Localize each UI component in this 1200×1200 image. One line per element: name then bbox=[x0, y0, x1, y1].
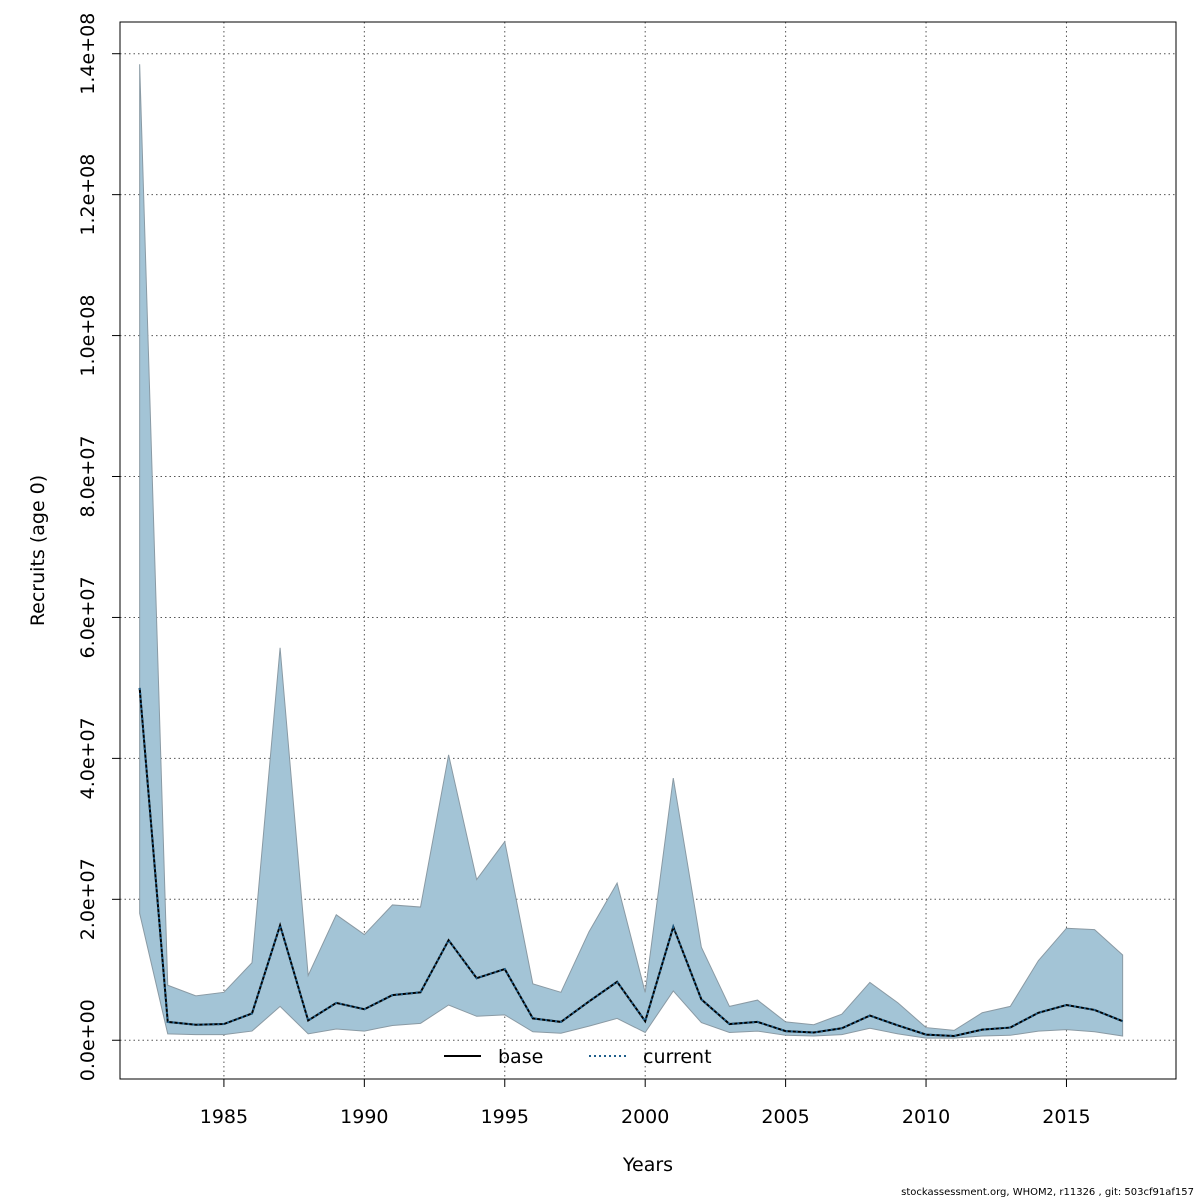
y-tick-label: 1.2e+08 bbox=[77, 154, 99, 236]
x-tick-label: 2015 bbox=[1042, 1106, 1090, 1128]
x-tick-label: 2000 bbox=[621, 1106, 669, 1128]
y-tick-label: 6.0e+07 bbox=[77, 576, 99, 658]
x-axis-title: Years bbox=[622, 1154, 673, 1176]
x-tick-label: 2010 bbox=[902, 1106, 950, 1128]
series-line-current bbox=[138, 687, 1124, 1038]
y-tick-label: 4.0e+07 bbox=[77, 717, 99, 799]
x-tick-label: 1995 bbox=[481, 1106, 529, 1128]
y-tick-label: 8.0e+07 bbox=[77, 436, 99, 518]
y-tick-label: 2.0e+07 bbox=[77, 858, 99, 940]
y-axis-title: Recruits (age 0) bbox=[27, 475, 49, 626]
plot-frame bbox=[119, 21, 1177, 1080]
legend-label-current: current bbox=[643, 1046, 712, 1068]
x-tick-label: 2005 bbox=[761, 1106, 809, 1128]
legend: base current bbox=[444, 1046, 712, 1068]
legend-label-base: base bbox=[498, 1046, 543, 1068]
y-tick-label: 1.4e+08 bbox=[77, 13, 99, 95]
x-tick-label: 1990 bbox=[340, 1106, 388, 1128]
axes: 1985 1990 1995 2000 2005 2010 2015 0.0e+00 2.0e+… bbox=[77, 13, 1091, 1128]
x-tick-label: 1985 bbox=[200, 1106, 248, 1128]
y-tick-label: 1.0e+08 bbox=[77, 295, 99, 377]
footer-note: stockassessment.org, WHOM2, r11326 , git… bbox=[901, 1187, 1194, 1198]
confidence-band bbox=[139, 64, 1124, 1039]
y-tick-label: 0.0e+00 bbox=[77, 999, 99, 1081]
